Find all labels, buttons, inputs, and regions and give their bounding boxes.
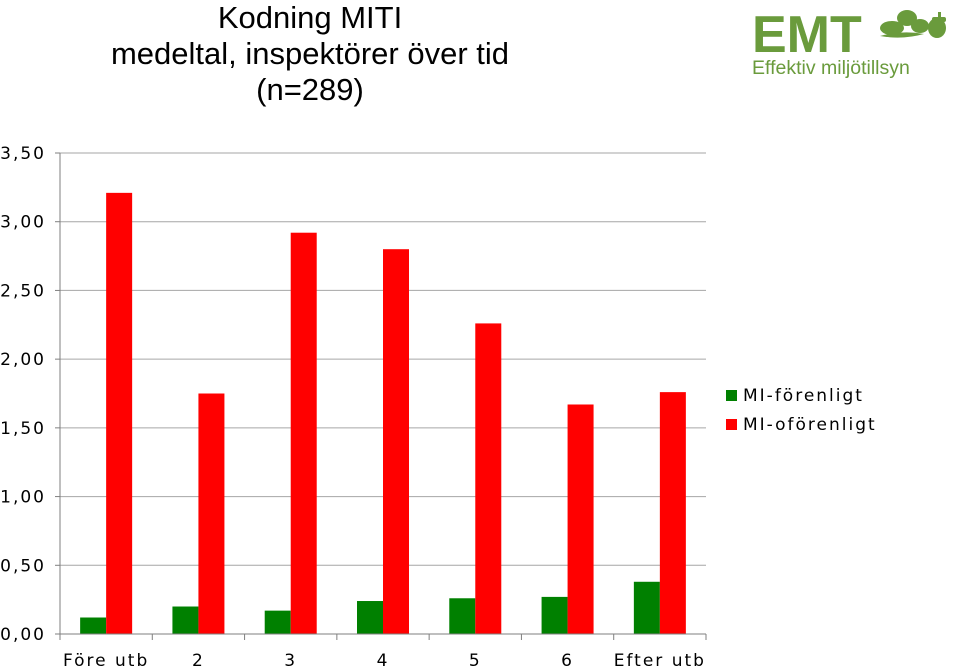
y-tick-label: 1,50 <box>0 419 46 439</box>
emt-logo: EMT Effektiv miljötillsyn <box>752 6 946 79</box>
x-tick-label: Efter utb <box>614 651 706 668</box>
y-tick-label: 3,50 <box>0 144 46 164</box>
legend-item-mi-forenligt: MI-förenligt <box>726 381 877 410</box>
title-line-1: Kodning MITI <box>217 0 403 35</box>
bar-mi-forenligt <box>264 610 291 634</box>
x-tick-label: 6 <box>561 651 574 668</box>
oak-leaf-acorn-icon <box>880 10 946 38</box>
bar-mi-forenligt <box>633 581 660 634</box>
bar-mi-oforenligt <box>475 323 502 634</box>
y-tick-label: 0,00 <box>0 625 46 645</box>
bar-mi-forenligt <box>449 598 476 634</box>
legend-label-mi-oforenligt: MI-oförenligt <box>743 414 877 435</box>
bar-mi-oforenligt <box>567 404 594 634</box>
title-line-2: medeltal, inspektörer över tid <box>110 36 510 71</box>
y-tick-label: 2,00 <box>0 350 46 370</box>
y-tick-label: 3,00 <box>0 213 46 233</box>
y-tick-label: 1,00 <box>0 488 46 508</box>
bar-mi-forenligt <box>357 601 383 634</box>
y-tick-label: 2,50 <box>0 281 46 301</box>
legend-label-mi-forenligt: MI-förenligt <box>743 385 864 406</box>
x-tick-label: 2 <box>192 651 205 668</box>
y-tick-label: 0,50 <box>0 556 46 576</box>
logo-text: EMT <box>752 6 862 64</box>
bar-mi-oforenligt <box>383 249 409 634</box>
logo-subtext: Effektiv miljötillsyn <box>752 57 910 79</box>
bar-mi-oforenligt <box>659 392 686 634</box>
x-tick-label: 4 <box>377 651 390 668</box>
bar-mi-forenligt <box>80 617 107 634</box>
bar-mi-oforenligt <box>198 393 225 634</box>
bar-mi-forenligt <box>541 596 568 634</box>
legend-swatch-green <box>726 390 737 401</box>
chart-title: Kodning MITI medeltal, inspektörer över … <box>60 0 560 108</box>
x-tick-label: Före utb <box>63 651 149 668</box>
legend-swatch-red <box>726 419 737 430</box>
legend: MI-förenligt MI-oförenligt <box>726 381 877 439</box>
x-tick-label: 5 <box>469 651 482 668</box>
bars <box>80 192 686 635</box>
bar-mi-oforenligt <box>290 232 317 635</box>
legend-item-mi-oforenligt: MI-oförenligt <box>726 410 877 439</box>
tick-labels: 0,00 0,50 1,00 1,50 2,00 2,50 3,00 3,50 Före utb… <box>0 144 706 668</box>
bar-mi-oforenligt <box>106 192 133 634</box>
title-line-3: (n=289) <box>256 72 364 107</box>
bar-mi-forenligt <box>172 606 199 634</box>
x-tick-label: 3 <box>284 651 297 668</box>
axes <box>55 152 707 640</box>
